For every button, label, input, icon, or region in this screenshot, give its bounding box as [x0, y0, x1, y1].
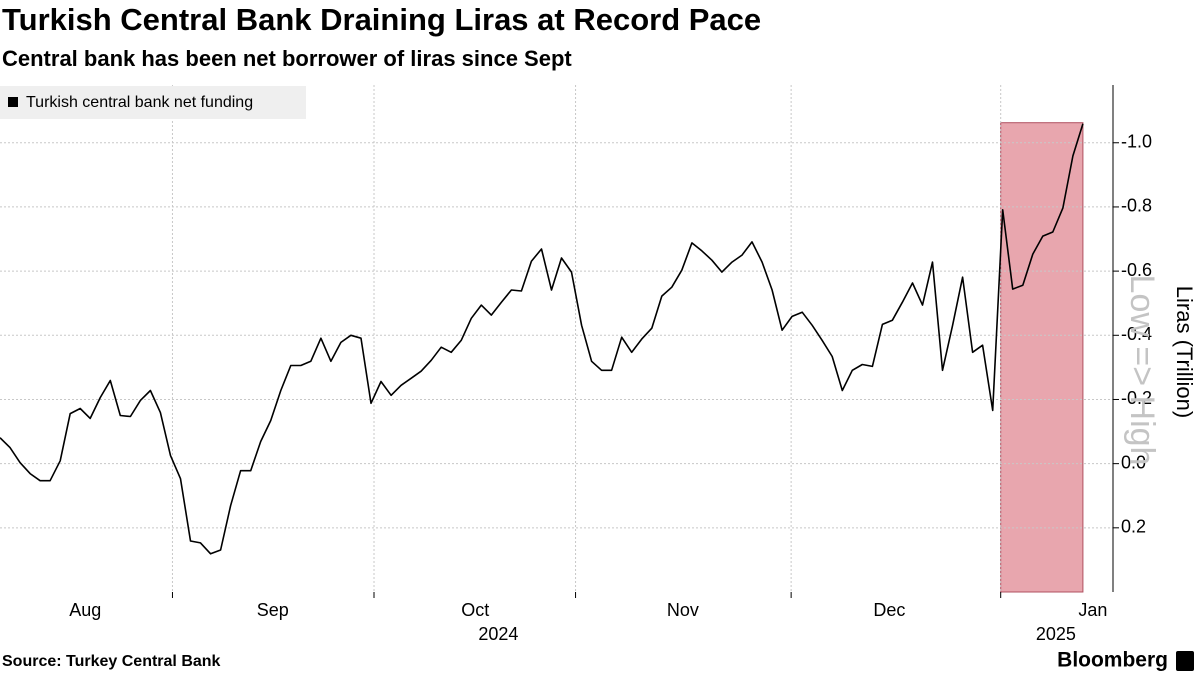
annotation: Low => High: [1123, 275, 1161, 466]
chart-subtitle: Central bank has been net borrower of li…: [2, 46, 572, 71]
legend-swatch: [8, 97, 18, 107]
y-tick-label: -0.4: [1121, 324, 1152, 344]
legend-box: [0, 86, 306, 119]
source: Source: Turkey Central Bank: [2, 653, 221, 670]
x-tick-label: Oct: [461, 600, 489, 620]
y-tick-label: 0.0: [1121, 452, 1146, 472]
x-tick-label: Aug: [69, 600, 101, 620]
x-year-label: 2025: [1036, 624, 1076, 644]
y-axis-title: Liras (Trillion): [1172, 286, 1197, 418]
y-tick-label: -0.8: [1121, 196, 1152, 216]
chart-title: Turkish Central Bank Draining Liras at R…: [2, 2, 761, 37]
x-tick-label: Jan: [1078, 600, 1107, 620]
brand: Bloomberg: [1057, 649, 1168, 672]
highlight-band: [1000, 122, 1084, 593]
y-tick-label: -0.2: [1121, 388, 1152, 408]
y-tick-label: -0.6: [1121, 260, 1152, 280]
x-tick-label: Nov: [667, 600, 699, 620]
line-series: [0, 123, 1084, 555]
x-tick-label: Sep: [257, 600, 289, 620]
x-year-label: 2024: [478, 624, 518, 644]
brand-icon: [1176, 651, 1194, 671]
y-tick-label: -1.0: [1121, 132, 1152, 152]
legend-label: Turkish central bank net funding: [26, 94, 253, 111]
x-tick-label: Dec: [873, 600, 905, 620]
y-tick-label: 0.2: [1121, 517, 1146, 537]
